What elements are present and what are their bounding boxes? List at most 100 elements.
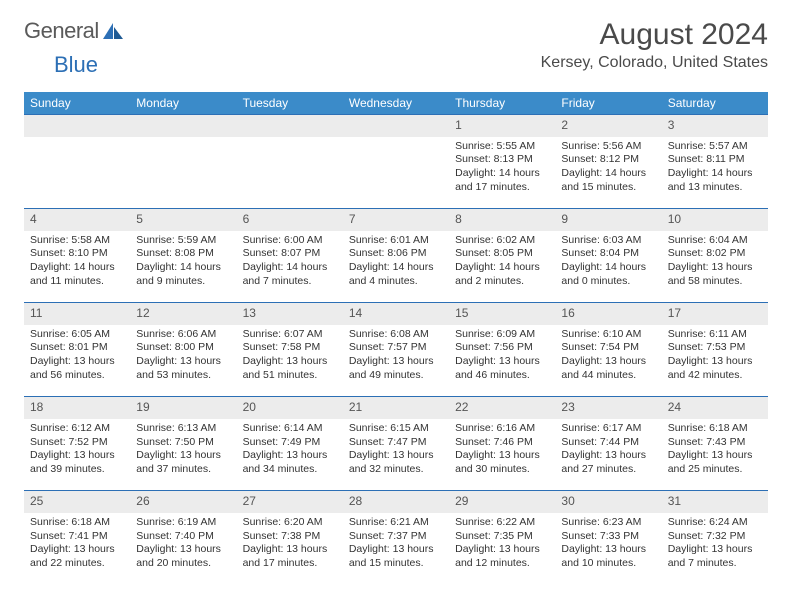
week-detail-row: Sunrise: 6:05 AMSunset: 8:01 PMDaylight:… [24,325,768,397]
sunset-line: Sunset: 8:07 PM [243,247,337,261]
sunset-line: Sunset: 7:52 PM [30,436,124,450]
sunset-line: Sunset: 7:38 PM [243,530,337,544]
sunset-line: Sunset: 8:13 PM [455,153,549,167]
daylight-line: Daylight: 13 hours and 12 minutes. [455,543,549,570]
day-detail-cell: Sunrise: 6:10 AMSunset: 7:54 PMDaylight:… [555,325,661,397]
logo-text-a: General [24,18,99,44]
sunset-line: Sunset: 7:43 PM [668,436,762,450]
sunrise-line: Sunrise: 6:07 AM [243,328,337,342]
day-number-cell: 31 [662,491,768,513]
sunrise-line: Sunrise: 6:24 AM [668,516,762,530]
sunrise-line: Sunrise: 6:20 AM [243,516,337,530]
sunset-line: Sunset: 8:04 PM [561,247,655,261]
day-detail-cell: Sunrise: 6:12 AMSunset: 7:52 PMDaylight:… [24,419,130,491]
sunset-line: Sunset: 7:57 PM [349,341,443,355]
sunrise-line: Sunrise: 6:19 AM [136,516,230,530]
week-number-row: 45678910 [24,209,768,231]
title-block: August 2024 Kersey, Colorado, United Sta… [541,18,768,72]
sunrise-line: Sunrise: 6:18 AM [668,422,762,436]
day-detail-cell: Sunrise: 6:04 AMSunset: 8:02 PMDaylight:… [662,231,768,303]
sunset-line: Sunset: 7:46 PM [455,436,549,450]
daylight-line: Daylight: 13 hours and 58 minutes. [668,261,762,288]
sunrise-line: Sunrise: 6:16 AM [455,422,549,436]
sunrise-line: Sunrise: 6:23 AM [561,516,655,530]
sunset-line: Sunset: 8:02 PM [668,247,762,261]
daylight-line: Daylight: 14 hours and 17 minutes. [455,167,549,194]
day-number-cell: 9 [555,209,661,231]
sunset-line: Sunset: 8:06 PM [349,247,443,261]
day-detail-cell: Sunrise: 6:01 AMSunset: 8:06 PMDaylight:… [343,231,449,303]
day-detail-cell [237,137,343,209]
day-detail-cell: Sunrise: 5:57 AMSunset: 8:11 PMDaylight:… [662,137,768,209]
day-number-cell: 1 [449,115,555,137]
day-detail-cell: Sunrise: 6:11 AMSunset: 7:53 PMDaylight:… [662,325,768,397]
sunrise-line: Sunrise: 6:09 AM [455,328,549,342]
daylight-line: Daylight: 13 hours and 27 minutes. [561,449,655,476]
day-detail-cell: Sunrise: 6:17 AMSunset: 7:44 PMDaylight:… [555,419,661,491]
sunrise-line: Sunrise: 5:56 AM [561,140,655,154]
day-number-cell: 7 [343,209,449,231]
week-number-row: 25262728293031 [24,491,768,513]
day-number-cell: 10 [662,209,768,231]
sunset-line: Sunset: 7:53 PM [668,341,762,355]
daylight-line: Daylight: 13 hours and 17 minutes. [243,543,337,570]
daylight-line: Daylight: 13 hours and 44 minutes. [561,355,655,382]
sunset-line: Sunset: 8:12 PM [561,153,655,167]
daylight-line: Daylight: 14 hours and 13 minutes. [668,167,762,194]
sunset-line: Sunset: 8:08 PM [136,247,230,261]
day-number-cell [24,115,130,137]
sunrise-line: Sunrise: 6:14 AM [243,422,337,436]
day-number-cell: 2 [555,115,661,137]
col-tuesday: Tuesday [237,92,343,115]
day-number-cell: 12 [130,303,236,325]
sunrise-line: Sunrise: 5:57 AM [668,140,762,154]
sunset-line: Sunset: 7:41 PM [30,530,124,544]
sunset-line: Sunset: 8:05 PM [455,247,549,261]
col-saturday: Saturday [662,92,768,115]
weekday-header-row: Sunday Monday Tuesday Wednesday Thursday… [24,92,768,115]
sunset-line: Sunset: 8:10 PM [30,247,124,261]
col-thursday: Thursday [449,92,555,115]
day-number-cell: 25 [24,491,130,513]
sunset-line: Sunset: 8:11 PM [668,153,762,167]
day-number-cell: 6 [237,209,343,231]
day-number-cell: 5 [130,209,236,231]
calendar-table: Sunday Monday Tuesday Wednesday Thursday… [24,92,768,585]
day-number-cell: 18 [24,397,130,419]
day-number-cell: 21 [343,397,449,419]
sunrise-line: Sunrise: 6:13 AM [136,422,230,436]
sunrise-line: Sunrise: 6:21 AM [349,516,443,530]
day-detail-cell: Sunrise: 6:09 AMSunset: 7:56 PMDaylight:… [449,325,555,397]
day-detail-cell: Sunrise: 6:22 AMSunset: 7:35 PMDaylight:… [449,513,555,585]
day-number-cell: 24 [662,397,768,419]
day-number-cell [130,115,236,137]
sunrise-line: Sunrise: 5:59 AM [136,234,230,248]
week-detail-row: Sunrise: 6:12 AMSunset: 7:52 PMDaylight:… [24,419,768,491]
sunrise-line: Sunrise: 6:10 AM [561,328,655,342]
sunrise-line: Sunrise: 6:11 AM [668,328,762,342]
day-detail-cell: Sunrise: 6:19 AMSunset: 7:40 PMDaylight:… [130,513,236,585]
week-number-row: 123 [24,115,768,137]
calendar-body: 123Sunrise: 5:55 AMSunset: 8:13 PMDaylig… [24,115,768,585]
day-detail-cell [24,137,130,209]
day-detail-cell: Sunrise: 6:02 AMSunset: 8:05 PMDaylight:… [449,231,555,303]
sunset-line: Sunset: 8:01 PM [30,341,124,355]
sunrise-line: Sunrise: 6:04 AM [668,234,762,248]
logo-sail-icon [101,21,125,41]
day-number-cell: 23 [555,397,661,419]
daylight-line: Daylight: 13 hours and 15 minutes. [349,543,443,570]
daylight-line: Daylight: 13 hours and 30 minutes. [455,449,549,476]
daylight-line: Daylight: 14 hours and 2 minutes. [455,261,549,288]
sunrise-line: Sunrise: 6:08 AM [349,328,443,342]
sunset-line: Sunset: 7:56 PM [455,341,549,355]
day-detail-cell: Sunrise: 6:18 AMSunset: 7:43 PMDaylight:… [662,419,768,491]
day-number-cell: 20 [237,397,343,419]
calendar-page: General August 2024 Kersey, Colorado, Un… [0,0,792,597]
sunrise-line: Sunrise: 6:00 AM [243,234,337,248]
daylight-line: Daylight: 13 hours and 46 minutes. [455,355,549,382]
day-number-cell [343,115,449,137]
daylight-line: Daylight: 14 hours and 0 minutes. [561,261,655,288]
logo-text-b: Blue [54,52,98,77]
day-detail-cell: Sunrise: 6:15 AMSunset: 7:47 PMDaylight:… [343,419,449,491]
month-title: August 2024 [541,18,768,52]
